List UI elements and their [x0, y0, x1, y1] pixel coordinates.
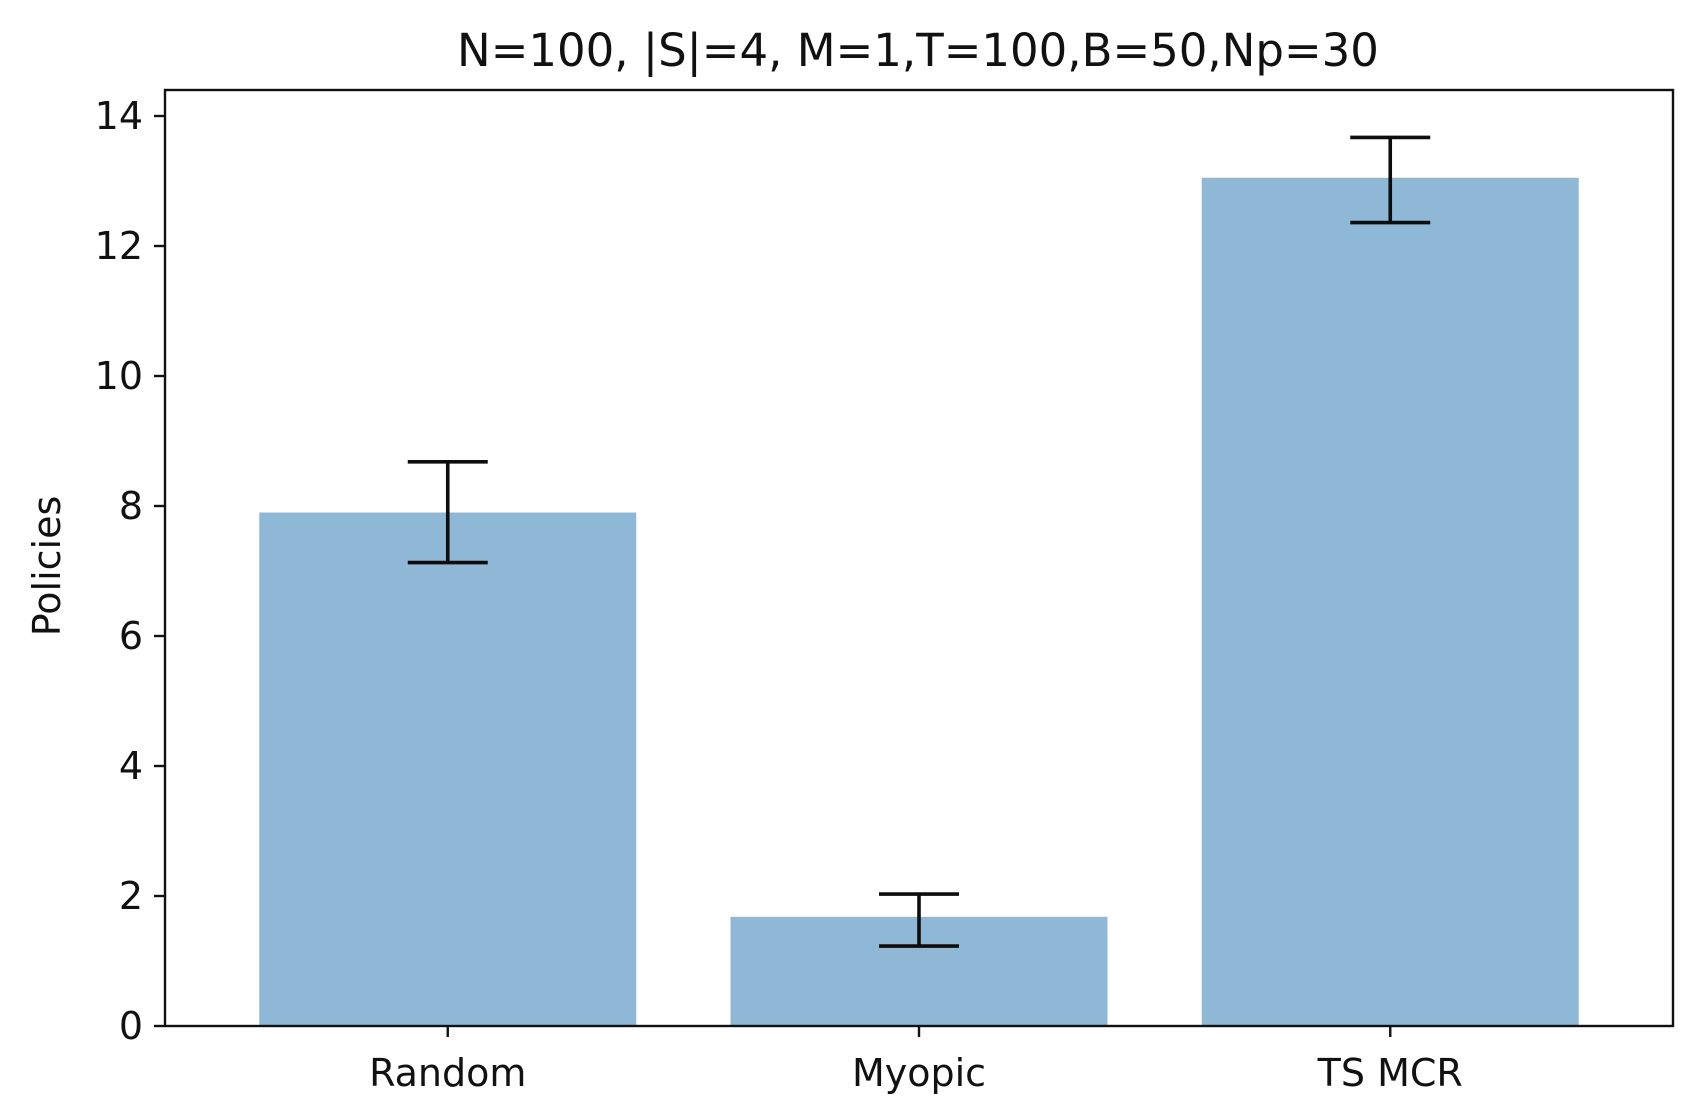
x-tick-label-0: Random	[369, 1051, 526, 1095]
y-tick-label-5: 10	[95, 354, 143, 398]
y-tick-label-0: 0	[119, 1004, 143, 1048]
y-tick-label-1: 2	[119, 874, 143, 918]
bars-layer	[259, 177, 1579, 1026]
y-axis-ticks: 0 2 4 6 8 10 12 14	[95, 94, 165, 1048]
y-tick-label-7: 14	[95, 94, 143, 138]
bar-2	[1201, 177, 1579, 1026]
x-tick-label-2: TS MCR	[1317, 1051, 1463, 1095]
error-bars-layer	[407, 135, 1431, 948]
bar-0	[259, 512, 637, 1026]
chart-title: N=100, |S|=4, M=1,T=100,B=50,Np=30	[457, 24, 1379, 77]
x-tick-label-1: Myopic	[852, 1051, 986, 1095]
y-axis-label: Policies	[25, 496, 69, 637]
plot-frame	[163, 88, 1675, 1028]
y-tick-label-4: 8	[119, 484, 143, 528]
y-tick-label-2: 4	[119, 744, 143, 788]
y-tick-label-3: 6	[119, 614, 143, 658]
y-tick-label-6: 12	[95, 224, 143, 268]
x-axis-ticks: Random Myopic TS MCR	[369, 1026, 1463, 1095]
